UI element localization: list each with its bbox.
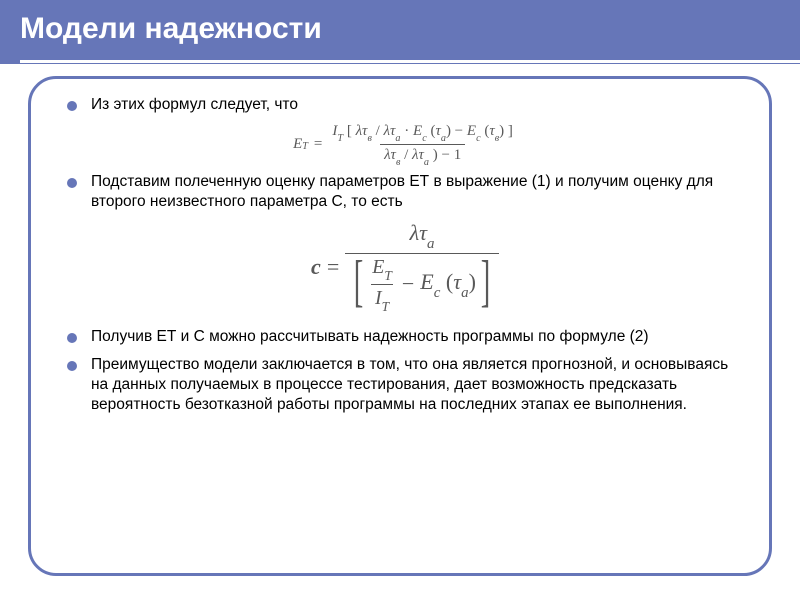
bullet-text: Подставим полеченную оценку параметров Е… [91, 172, 743, 212]
bullet-dot-icon [67, 178, 77, 188]
bullet-item: Из этих формул следует, что [67, 95, 743, 115]
bullet-dot-icon [67, 333, 77, 343]
formula-1: ET = IT [ λτв / λτa · Ec (τa) − Ec (τв) … [67, 123, 743, 166]
bullet-item: Получив ЕТ и С можно рассчитывать надежн… [67, 327, 743, 347]
bullet-dot-icon [67, 101, 77, 111]
content-frame: Из этих формул следует, что ET = IT [ λτ… [28, 76, 772, 576]
bullet-text: Преимущество модели заключается в том, ч… [91, 355, 743, 415]
title-underline-area [0, 56, 800, 64]
bullet-item: Подставим полеченную оценку параметров Е… [67, 172, 743, 212]
bullet-text: Получив ЕТ и С можно рассчитывать надежн… [91, 327, 649, 347]
slide-title-bar: Модели надежности [0, 0, 800, 56]
slide-title: Модели надежности [20, 12, 780, 46]
bullet-text: Из этих формул следует, что [91, 95, 298, 115]
title-underline [20, 60, 800, 63]
formula-2: c = λτa [ ET IT − Ec (τa [67, 220, 743, 312]
bullet-dot-icon [67, 361, 77, 371]
bullet-item: Преимущество модели заключается в том, ч… [67, 355, 743, 415]
